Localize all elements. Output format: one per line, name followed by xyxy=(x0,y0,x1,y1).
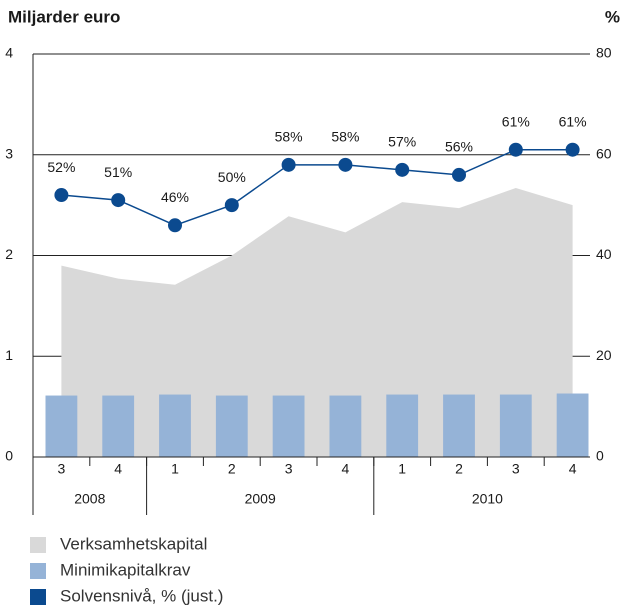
legend-label: Minimikapitalkrav xyxy=(60,560,191,579)
data-label: 51% xyxy=(104,164,132,180)
y-axis-title: Miljarder euro xyxy=(8,7,120,26)
bar xyxy=(443,394,475,457)
area xyxy=(61,187,573,457)
x-tick-label: 4 xyxy=(114,461,122,477)
x-tick-label: 2 xyxy=(455,461,463,477)
x-group-label: 2010 xyxy=(472,491,503,507)
y-tick-label: 2 xyxy=(5,246,13,262)
point xyxy=(452,167,466,182)
bar xyxy=(556,393,589,457)
point xyxy=(508,142,523,157)
x-tick-label: 1 xyxy=(398,461,406,477)
x-tick-label: 2 xyxy=(228,461,236,477)
y2-axis-title: % xyxy=(605,7,620,26)
x-tick-label: 4 xyxy=(342,461,350,477)
point xyxy=(281,157,296,172)
bar xyxy=(215,395,248,457)
data-label: 56% xyxy=(445,139,473,155)
legend-swatch xyxy=(30,589,46,605)
point xyxy=(168,218,182,233)
legend-label: Solvensnivå, % (just.) xyxy=(60,586,223,605)
legend-label: Verksamhetskapital xyxy=(60,534,207,553)
point xyxy=(111,193,126,208)
x-tick-label: 3 xyxy=(285,461,293,477)
point xyxy=(338,157,353,172)
x-tick-label: 4 xyxy=(569,461,577,477)
y-tick-label: 1 xyxy=(5,347,13,363)
legend-swatch xyxy=(30,537,46,553)
bar xyxy=(499,394,532,457)
point xyxy=(54,188,69,203)
line xyxy=(61,148,573,227)
legend-swatch xyxy=(30,563,46,579)
y2-tick-label: 0 xyxy=(596,448,604,464)
bar xyxy=(329,395,362,457)
bar xyxy=(272,395,305,457)
x-tick-label: 3 xyxy=(512,461,520,477)
data-label: 50% xyxy=(218,169,246,185)
bar xyxy=(102,395,135,457)
bar xyxy=(159,394,191,457)
y2-tick-label: 20 xyxy=(596,347,612,363)
data-label: 46% xyxy=(161,189,189,205)
bar xyxy=(45,395,78,457)
bar xyxy=(386,394,419,457)
data-label: 58% xyxy=(331,129,359,145)
data-label: 52% xyxy=(47,159,75,175)
x-group-label: 2009 xyxy=(245,491,276,507)
x-tick-label: 1 xyxy=(171,461,179,477)
point xyxy=(565,142,580,157)
y2-tick-label: 60 xyxy=(596,145,612,161)
y2-tick-label: 80 xyxy=(596,45,612,61)
data-label: 57% xyxy=(388,134,416,150)
x-tick-label: 3 xyxy=(58,461,66,477)
data-label: 61% xyxy=(559,113,587,129)
point xyxy=(224,198,239,213)
data-label: 61% xyxy=(502,113,530,129)
point xyxy=(395,162,410,177)
y-tick-label: 4 xyxy=(5,45,13,61)
x-group-label: 2008 xyxy=(74,491,105,507)
y2-tick-label: 40 xyxy=(596,246,612,262)
data-label: 58% xyxy=(275,129,303,145)
y-tick-label: 0 xyxy=(5,448,13,464)
y-tick-label: 3 xyxy=(5,145,13,161)
